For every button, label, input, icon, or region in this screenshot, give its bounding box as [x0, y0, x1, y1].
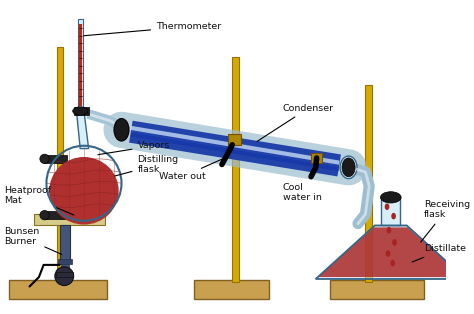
- Bar: [194, 280, 269, 299]
- Circle shape: [55, 267, 73, 285]
- Ellipse shape: [342, 158, 355, 177]
- Polygon shape: [318, 227, 464, 277]
- Bar: [44, 211, 67, 219]
- Ellipse shape: [114, 118, 129, 141]
- Ellipse shape: [73, 107, 88, 115]
- Bar: [78, 19, 83, 111]
- Bar: [232, 57, 239, 282]
- Text: Cool
water in: Cool water in: [283, 175, 322, 202]
- Text: Bunsen
Burner: Bunsen Burner: [4, 227, 62, 254]
- Bar: [228, 134, 241, 145]
- Ellipse shape: [340, 156, 357, 179]
- Bar: [44, 155, 67, 163]
- Ellipse shape: [392, 239, 397, 246]
- Bar: [9, 280, 108, 299]
- Ellipse shape: [387, 227, 391, 234]
- Text: Heatproof
Mat: Heatproof Mat: [4, 186, 74, 215]
- Text: Distillate: Distillate: [412, 245, 465, 262]
- Ellipse shape: [386, 250, 390, 257]
- Bar: [73, 107, 89, 115]
- Polygon shape: [316, 225, 466, 279]
- Bar: [57, 47, 64, 282]
- Bar: [311, 153, 322, 163]
- Text: Condenser: Condenser: [257, 104, 334, 141]
- Ellipse shape: [381, 192, 401, 203]
- Polygon shape: [59, 199, 69, 214]
- Text: Vapors: Vapors: [98, 141, 170, 155]
- Text: Receiving
flask: Receiving flask: [420, 200, 470, 242]
- Circle shape: [40, 154, 49, 164]
- Bar: [330, 280, 424, 299]
- Bar: [382, 197, 400, 225]
- Bar: [58, 259, 72, 264]
- Bar: [56, 273, 73, 277]
- Bar: [60, 225, 70, 261]
- Text: Thermometer: Thermometer: [84, 22, 221, 36]
- Bar: [61, 264, 69, 273]
- Bar: [365, 85, 372, 282]
- Ellipse shape: [390, 260, 395, 266]
- Circle shape: [40, 210, 49, 220]
- Bar: [34, 214, 105, 225]
- Bar: [79, 24, 82, 106]
- Polygon shape: [59, 199, 69, 214]
- Text: Distilling
flask: Distilling flask: [115, 155, 179, 176]
- Ellipse shape: [49, 157, 118, 225]
- Ellipse shape: [391, 213, 396, 219]
- Ellipse shape: [385, 203, 389, 210]
- Polygon shape: [76, 111, 89, 149]
- Text: Water out: Water out: [159, 159, 222, 181]
